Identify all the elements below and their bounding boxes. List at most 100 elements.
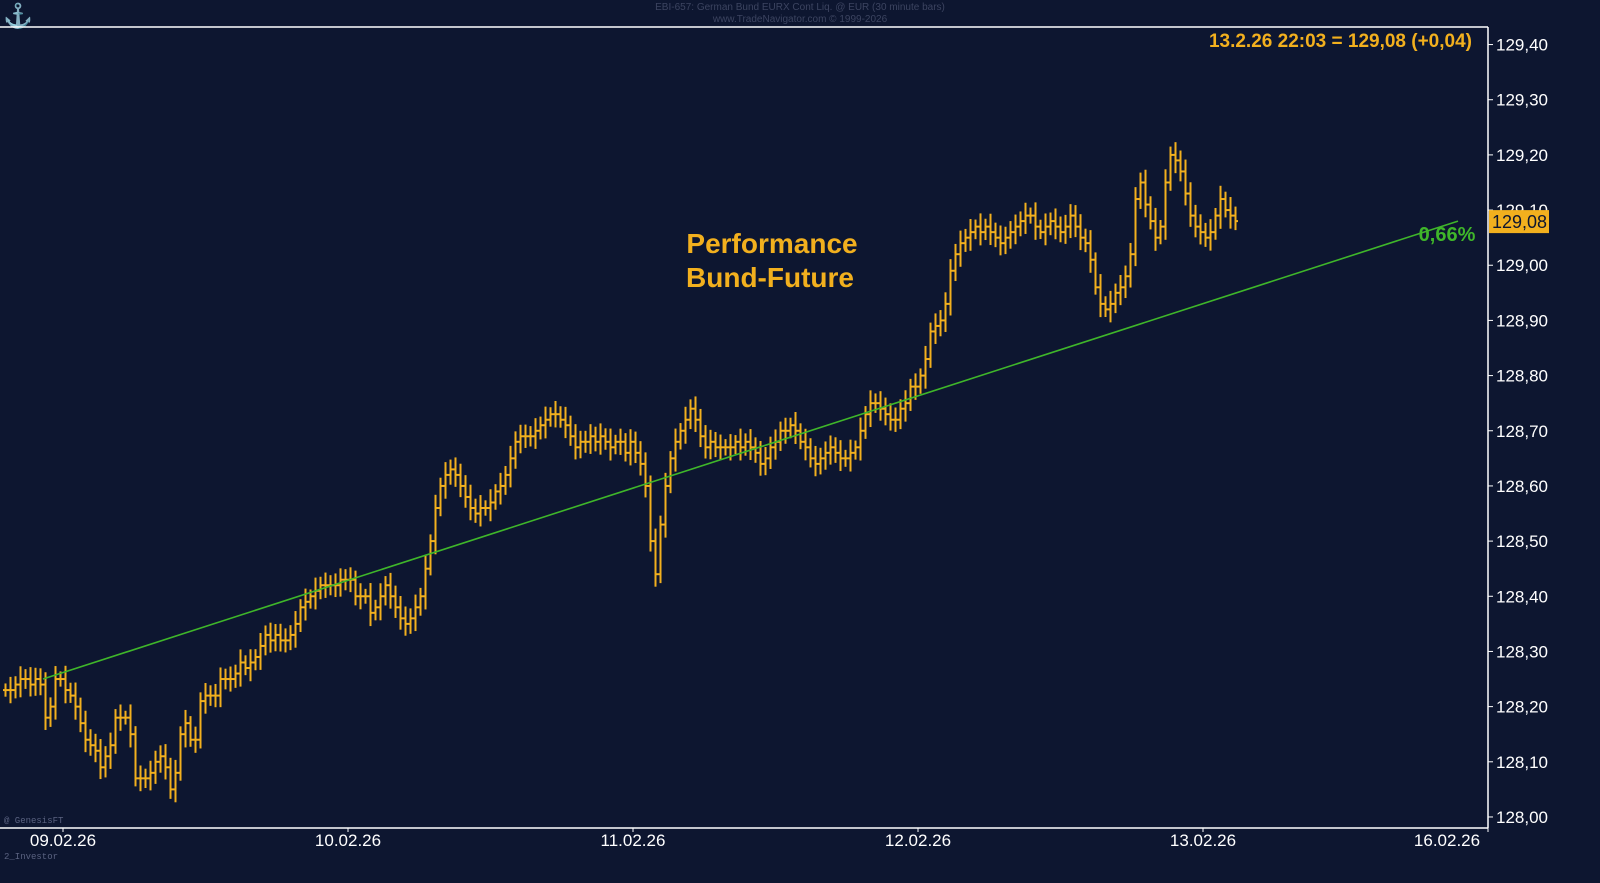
price-bar [318,576,323,600]
price-bar [343,569,348,591]
price-bar [408,608,413,634]
price-bar [1118,275,1123,306]
x-axis: 09.02.26 10.02.26 11.02.26 12.02.26 13.02.26… [30,828,1489,850]
price-bar [923,345,928,389]
price-bar [88,729,93,756]
price-bar [368,583,373,627]
y-tick-label: 128,00 [1496,808,1548,827]
price-bar [8,676,13,704]
price-bar [23,669,28,689]
price-bar [1088,230,1093,273]
price-bar [1058,216,1063,243]
price-bar [978,213,983,246]
y-tick-label: 128,50 [1496,532,1548,551]
annotation-line2: Bund-Future [686,262,854,293]
price-bar [948,259,953,316]
y-tick-label: 129,40 [1496,36,1548,55]
y-tick-label: 128,90 [1496,311,1548,330]
price-bar [893,407,898,432]
price-bar [608,428,613,461]
price-bar [1053,208,1058,240]
price-bar [48,697,53,727]
price-bar [553,400,558,428]
price-bar [1228,197,1233,229]
price-bar [1008,221,1013,249]
price-bar [168,757,173,799]
price-bar [648,475,653,552]
price-bar [528,426,533,447]
price-bar [498,472,503,505]
last-price-tag-bg [1489,210,1549,234]
price-bar [463,475,468,508]
price-bar [258,632,263,670]
price-bar [858,417,863,461]
price-bar [778,421,783,451]
price-bar [603,428,608,450]
price-bar [643,452,648,498]
price-bar [3,683,8,697]
price-bar [1113,283,1118,314]
price-bar [423,555,428,610]
price-bar [438,477,443,517]
price-bar [1198,214,1203,245]
price-bar [253,649,258,671]
price-bar [393,585,398,618]
price-bar [508,445,513,488]
price-bars [3,142,1238,803]
price-bar [193,726,198,753]
price-bar [263,625,268,656]
price-bar [718,434,723,461]
price-bar [1098,274,1103,318]
price-bar [118,704,123,731]
price-bar [78,697,83,733]
price-bar [1003,226,1008,255]
price-bar [83,710,88,753]
price-bar [668,451,673,494]
y-tick-label: 129,30 [1496,91,1548,110]
y-tick-label: 128,30 [1496,642,1548,661]
price-bar [543,406,548,439]
price-bar [228,666,233,692]
price-bar [638,441,643,476]
price-bar [103,746,108,778]
price-bar [773,429,778,460]
price-bar [583,430,588,453]
y-tick-label: 128,10 [1496,753,1548,772]
price-bar [803,428,808,461]
y-tick-label: 128,20 [1496,698,1548,717]
price-bar [378,583,383,621]
y-tick-label: 129,00 [1496,256,1548,275]
price-bar [843,449,848,467]
price-bar [433,494,438,555]
price-bar [908,378,913,411]
price-bar [128,704,133,748]
price-bar [538,416,543,440]
price-bar [593,426,598,452]
price-bar [723,439,728,456]
price-bar [493,484,498,510]
price-bar [958,230,963,267]
price-bar [388,572,393,609]
price-bar [713,431,718,458]
price-bar [448,459,453,485]
annotation-line1: Performance [686,228,857,259]
price-bar [443,462,448,499]
x-tick-label: 13.02.26 [1170,831,1236,850]
price-bar [143,768,148,788]
price-bar [788,417,793,439]
price-bar [1123,265,1128,299]
price-bar [273,624,278,652]
price-bar [518,424,523,454]
price-bar [578,430,583,459]
price-bar [173,759,178,803]
trend-line [42,220,1459,680]
price-bar [148,760,153,791]
price-bar [123,710,128,725]
price-bar [993,222,998,248]
price-bar [1188,182,1193,227]
price-bar [1203,222,1208,247]
price-bar [938,310,943,337]
price-bar [1193,204,1198,238]
price-bar [398,595,403,630]
